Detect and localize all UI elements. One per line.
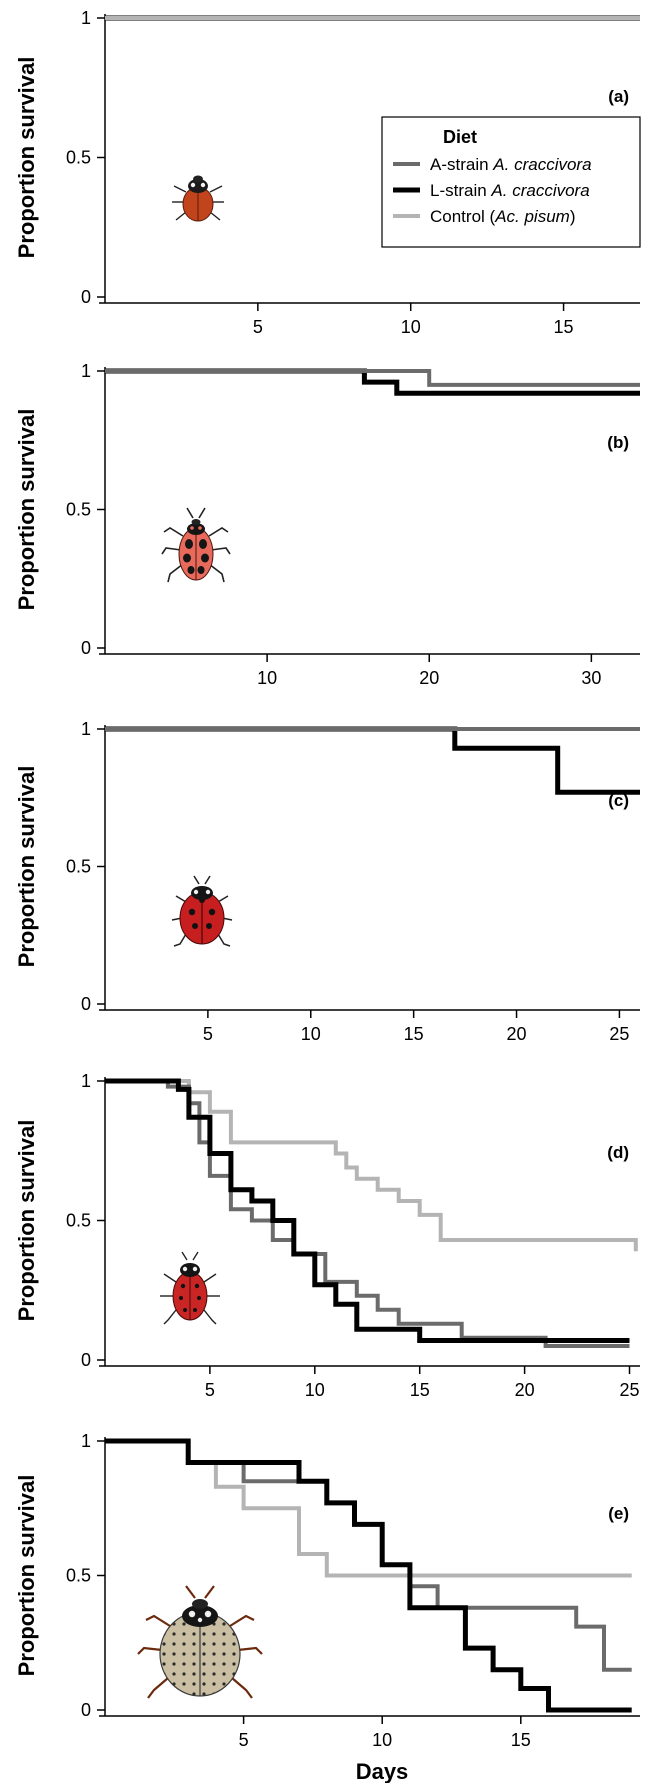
- ladybird-e-icon: [137, 1585, 263, 1699]
- y-tick-label: 0: [81, 1700, 91, 1720]
- legend-label: L-strain A. craccivora: [430, 181, 590, 200]
- panel-tag: (c): [608, 791, 629, 810]
- x-tick-label: 20: [515, 1380, 535, 1400]
- x-tick-label: 20: [507, 1024, 527, 1044]
- x-tick-label: 30: [581, 668, 601, 688]
- x-tick-label: 15: [511, 1730, 531, 1750]
- x-tick-label: 10: [257, 668, 277, 688]
- ladybird-a-icon: [172, 175, 224, 222]
- x-tick-label: 10: [301, 1024, 321, 1044]
- x-tick-label: 5: [205, 1380, 215, 1400]
- x-tick-label: 20: [419, 668, 439, 688]
- panel-b: 0 0.5 1 10 20 30 Proportion survival (b): [14, 361, 640, 688]
- x-tick-label: 10: [401, 317, 421, 337]
- y-axis-label: Proportion survival: [14, 57, 39, 259]
- panel-tag: (e): [608, 1504, 629, 1523]
- legend-box: [381, 116, 641, 248]
- x-tick-label: 10: [305, 1380, 325, 1400]
- y-tick-label: 0: [81, 994, 91, 1014]
- x-tick-label: 25: [619, 1380, 639, 1400]
- legend-entry: A-strain A. craccivora: [393, 155, 592, 174]
- x-axis-label: Days: [356, 1759, 409, 1783]
- x-tick-label: 15: [404, 1024, 424, 1044]
- y-tick-label: 1: [81, 361, 91, 381]
- series-A-line: [105, 369, 640, 387]
- x-tick-label: 15: [410, 1380, 430, 1400]
- y-axis-label: Proportion survival: [14, 766, 39, 968]
- panel-tag: (d): [607, 1143, 629, 1162]
- ladybird-d-icon: [160, 1251, 220, 1325]
- series-L-line: [105, 1078, 630, 1343]
- x-tick-label: 15: [554, 317, 574, 337]
- y-axis-label: Proportion survival: [14, 1120, 39, 1322]
- y-tick-label: 1: [81, 8, 91, 28]
- series-C-line: [105, 1439, 632, 1578]
- legend-title: Diet: [443, 127, 477, 147]
- legend-label: Control (Ac. pisum): [430, 207, 576, 226]
- x-tick-label: 25: [609, 1024, 629, 1044]
- y-tick-label: 0.5: [66, 857, 91, 877]
- y-tick-label: 1: [81, 719, 91, 739]
- series-L-line: [105, 1438, 632, 1713]
- y-tick-label: 0.5: [66, 1211, 91, 1231]
- legend-entry: Control (Ac. pisum): [393, 207, 576, 226]
- y-tick-label: 0.5: [66, 148, 91, 168]
- ladybird-b-icon: [161, 507, 231, 583]
- x-tick-label: 10: [372, 1730, 392, 1750]
- x-tick-label: 5: [239, 1730, 249, 1750]
- series-A-line: [105, 1079, 630, 1348]
- y-tick-label: 1: [81, 1071, 91, 1091]
- legend: Diet A-strain A. craccivora L-strain A. c…: [381, 116, 641, 248]
- y-tick-label: 1: [81, 1431, 91, 1451]
- series-L-line: [105, 726, 640, 795]
- panel-tag: (b): [607, 433, 629, 452]
- y-tick-label: 0: [81, 287, 91, 307]
- panel-tag: (a): [608, 87, 629, 106]
- series-C-line: [105, 1079, 638, 1252]
- x-tick-label: 5: [253, 317, 263, 337]
- legend-entry: L-strain A. craccivora: [393, 181, 590, 200]
- y-tick-label: 0: [81, 1350, 91, 1370]
- y-axis-label: Proportion survival: [14, 1475, 39, 1677]
- ladybird-c-icon: [171, 875, 233, 947]
- y-tick-label: 0: [81, 638, 91, 658]
- y-axis-label: Proportion survival: [14, 409, 39, 611]
- x-tick-label: 5: [203, 1024, 213, 1044]
- y-tick-label: 0.5: [66, 500, 91, 520]
- y-tick-label: 0.5: [66, 1566, 91, 1586]
- legend-label: A-strain A. craccivora: [430, 155, 592, 174]
- series-L-line: [105, 368, 640, 396]
